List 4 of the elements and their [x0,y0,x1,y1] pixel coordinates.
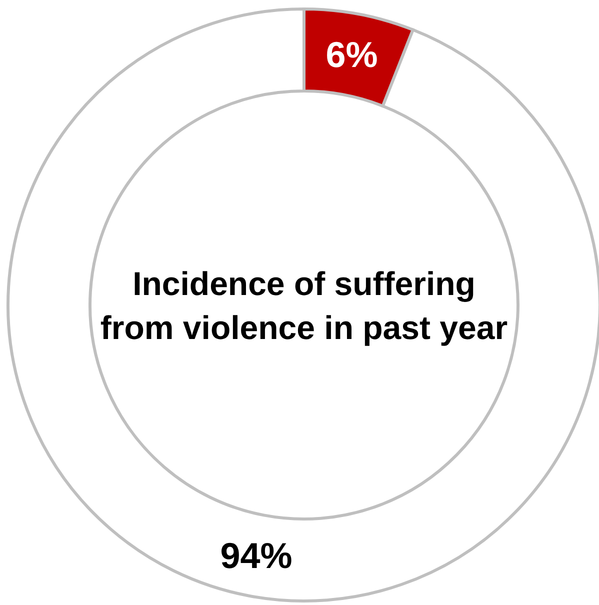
data-label: 6% [326,34,378,76]
data-label: 94% [220,534,292,576]
donut-slice [6,8,599,602]
text: Incidence of suffering from violence in past year [100,265,508,346]
